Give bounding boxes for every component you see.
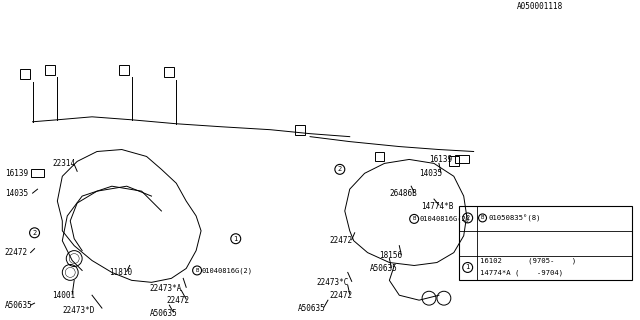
Text: 01040816G(2): 01040816G(2) [419, 216, 470, 222]
Bar [455, 156, 468, 164]
Text: 22472: 22472 [330, 236, 353, 245]
Text: 16139: 16139 [429, 155, 452, 164]
Text: 1: 1 [465, 264, 470, 270]
Text: 14035: 14035 [419, 169, 442, 178]
Text: B: B [195, 268, 199, 273]
Text: 16102      (9705-    ): 16102 (9705- ) [479, 257, 576, 264]
Text: 2: 2 [338, 166, 342, 172]
Bar [20, 69, 29, 79]
Text: 22472: 22472 [330, 291, 353, 300]
Text: A50635: A50635 [150, 308, 177, 317]
Bar [45, 65, 56, 75]
Text: 22473*C: 22473*C [316, 278, 348, 287]
Bar [119, 65, 129, 75]
Text: 14035: 14035 [5, 188, 28, 198]
Text: 2: 2 [465, 215, 470, 221]
Text: A50635: A50635 [369, 264, 397, 273]
Text: 18156: 18156 [380, 251, 403, 260]
Text: 14774*A (    -9704): 14774*A ( -9704) [479, 269, 563, 276]
Text: 01050835°(8): 01050835°(8) [488, 214, 541, 221]
Text: 1: 1 [234, 236, 238, 242]
Text: 22314: 22314 [52, 159, 76, 168]
Text: 26486B: 26486B [389, 188, 417, 198]
Text: B: B [413, 216, 416, 221]
Text: B: B [481, 215, 484, 220]
Text: 2: 2 [33, 230, 36, 236]
Text: A50635: A50635 [298, 304, 326, 313]
Text: 22472: 22472 [166, 296, 189, 305]
Text: A50635: A50635 [5, 300, 33, 310]
Bar [164, 67, 174, 77]
Text: 14774*B: 14774*B [421, 202, 454, 211]
Bar [295, 125, 305, 135]
Text: 22473*A: 22473*A [150, 284, 182, 293]
Bar [31, 169, 44, 177]
Text: 22472: 22472 [5, 248, 28, 257]
Text: 01040816G(2): 01040816G(2) [201, 267, 252, 274]
Text: 14001: 14001 [52, 291, 76, 300]
Text: 22473*D: 22473*D [62, 306, 95, 315]
Bar [449, 156, 459, 166]
Bar [459, 206, 632, 280]
Text: A050001118: A050001118 [516, 2, 563, 11]
Bar [374, 151, 385, 161]
Text: 16139: 16139 [5, 169, 28, 178]
Text: 11810: 11810 [109, 268, 132, 277]
